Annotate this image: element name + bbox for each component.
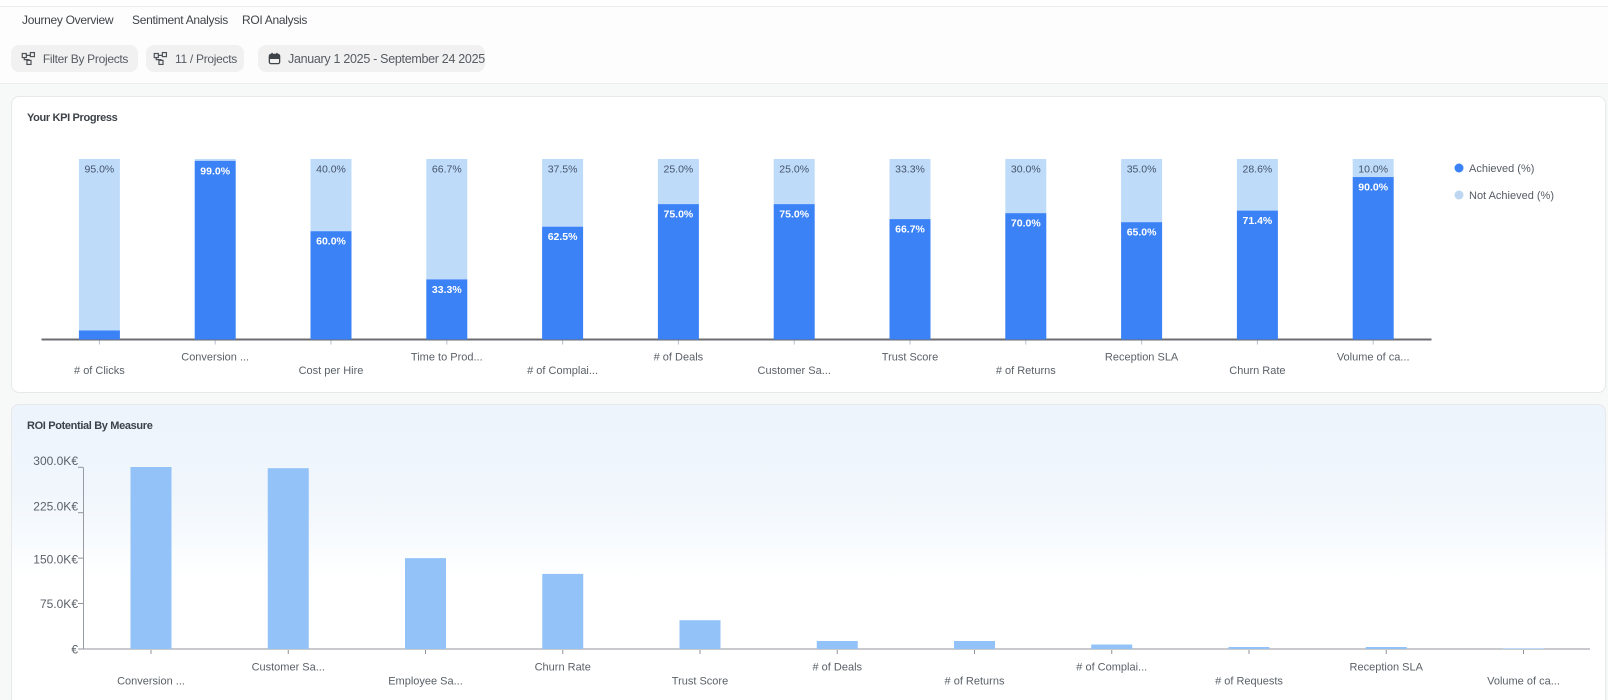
svg-text:# of Complai...: # of Complai... — [527, 365, 598, 377]
svg-text:75.0%: 75.0% — [779, 209, 809, 221]
svg-text:Time to Prod...: Time to Prod... — [411, 352, 483, 364]
svg-text:60.0%: 60.0% — [316, 236, 346, 248]
svg-text:Volume of ca...: Volume of ca... — [1337, 352, 1410, 364]
svg-text:Churn Rate: Churn Rate — [1229, 365, 1285, 377]
svg-text:# of Complai...: # of Complai... — [1076, 662, 1147, 674]
svg-text:33.3%: 33.3% — [895, 164, 925, 176]
svg-text:62.5%: 62.5% — [548, 231, 578, 243]
svg-text:71.4%: 71.4% — [1243, 215, 1273, 227]
svg-text:Achieved (%): Achieved (%) — [1469, 163, 1534, 175]
svg-text:Customer Sa...: Customer Sa... — [252, 662, 325, 674]
svg-text:75.0%: 75.0% — [664, 209, 694, 221]
svg-text:Trust Score: Trust Score — [672, 676, 728, 688]
svg-text:150.0K€: 150.0K€ — [33, 553, 78, 567]
svg-text:Trust Score: Trust Score — [882, 352, 938, 364]
svg-text:300.0K€: 300.0K€ — [33, 454, 78, 468]
svg-text:28.6%: 28.6% — [1243, 164, 1273, 176]
svg-text:# of Deals: # of Deals — [812, 662, 862, 674]
svg-text:Conversion ...: Conversion ... — [181, 352, 249, 364]
svg-text:Conversion ...: Conversion ... — [117, 676, 185, 688]
svg-text:Churn Rate: Churn Rate — [535, 662, 591, 674]
svg-text:33.3%: 33.3% — [432, 284, 462, 296]
svg-text:# of Returns: # of Returns — [945, 676, 1005, 688]
svg-text:25.0%: 25.0% — [779, 164, 809, 176]
svg-text:Not Achieved (%): Not Achieved (%) — [1469, 190, 1554, 202]
svg-text:35.0%: 35.0% — [1127, 164, 1157, 176]
svg-text:66.7%: 66.7% — [432, 164, 462, 176]
svg-text:75.0K€: 75.0K€ — [40, 597, 78, 611]
svg-text:37.5%: 37.5% — [548, 164, 578, 176]
svg-text:# of Returns: # of Returns — [996, 365, 1056, 377]
svg-text:65.0%: 65.0% — [1127, 227, 1157, 239]
svg-text:90.0%: 90.0% — [1358, 182, 1388, 194]
svg-text:25.0%: 25.0% — [664, 164, 694, 176]
svg-text:# of Clicks: # of Clicks — [74, 365, 125, 377]
svg-text:95.0%: 95.0% — [85, 164, 115, 176]
svg-text:99.0%: 99.0% — [200, 165, 230, 177]
svg-text:40.0%: 40.0% — [316, 164, 346, 176]
svg-text:225.0K€: 225.0K€ — [33, 500, 78, 514]
svg-text:Customer Sa...: Customer Sa... — [758, 365, 831, 377]
svg-text:Cost per Hire: Cost per Hire — [299, 365, 364, 377]
svg-text:Reception SLA: Reception SLA — [1105, 352, 1179, 364]
svg-text:€: € — [71, 643, 78, 657]
svg-text:66.7%: 66.7% — [895, 224, 925, 236]
svg-text:Employee Sa...: Employee Sa... — [388, 676, 463, 688]
svg-text:# of Requests: # of Requests — [1215, 676, 1283, 688]
svg-text:Volume of ca...: Volume of ca... — [1487, 676, 1560, 688]
svg-text:10.0%: 10.0% — [1358, 164, 1388, 176]
svg-text:# of Deals: # of Deals — [654, 352, 704, 364]
svg-text:30.0%: 30.0% — [1011, 164, 1041, 176]
svg-text:70.0%: 70.0% — [1011, 218, 1041, 230]
svg-text:Reception SLA: Reception SLA — [1350, 662, 1424, 674]
